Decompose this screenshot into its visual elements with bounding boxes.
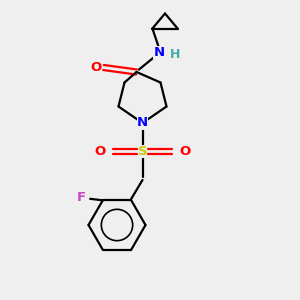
Text: N: N xyxy=(137,116,148,130)
Text: F: F xyxy=(77,191,86,204)
Text: O: O xyxy=(94,145,105,158)
Text: O: O xyxy=(90,61,102,74)
Text: S: S xyxy=(138,145,147,158)
Text: H: H xyxy=(170,47,181,61)
Text: O: O xyxy=(180,145,191,158)
Text: N: N xyxy=(153,46,165,59)
